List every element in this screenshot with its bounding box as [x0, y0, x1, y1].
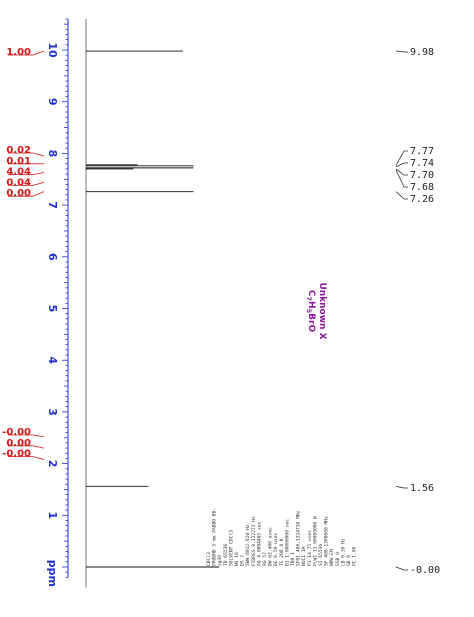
ppm-axis-label: ppm: [46, 560, 59, 587]
parameter-line: PROBHD 5 mm PABBO BB-: [212, 508, 218, 566]
parameter-line: zg30: [217, 555, 223, 566]
compound-label: Unknown X C7H5BrO: [305, 282, 327, 339]
ppm-tick-label: 5: [46, 305, 59, 313]
parameter-line: NUC1 1H: [301, 546, 307, 566]
peak-shift-label: 7.74: [410, 158, 434, 169]
parameter-line: FIDRES 0.122272 Hz: [251, 516, 257, 566]
shift-leader: [395, 50, 408, 53]
parameter-line: PLW1 13.00000000 W: [312, 516, 318, 566]
compound-formula: C7H5BrO: [305, 290, 316, 333]
integral-labels: 1.000.020.014.040.040.00-0.000.00-0.00: [2, 47, 45, 460]
ppm-tick-label: 9: [46, 98, 59, 106]
parameter-line: SOLVENT CDCl3: [228, 530, 234, 566]
compound-name: Unknown X: [317, 282, 327, 339]
parameter-line: TD 65536: [223, 544, 229, 566]
integral-value: -0.00: [2, 427, 31, 438]
ppm-tick-label: 3: [46, 408, 59, 416]
parameter-line: SI 65536: [318, 544, 324, 566]
ppm-tick-label: 6: [46, 253, 59, 261]
parameter-line: WDW EM: [329, 549, 335, 566]
ppm-tick-label: 10: [46, 42, 59, 58]
ppm-tick-label: 2: [46, 460, 59, 468]
ppm-tick-label: 8: [46, 150, 59, 158]
spectrum-peaks: [86, 50, 220, 568]
ppm-axis: 10 9 8 7 6 5 4 3 2 1 ppm: [46, 18, 87, 588]
shift-leader: [395, 169, 408, 188]
integral-value: -0.00: [2, 449, 31, 460]
parameter-line: LB 0.30 Hz: [340, 538, 346, 566]
shift-leader: [395, 566, 408, 571]
peak-shift-label: -0.00: [410, 565, 440, 576]
parameter-line: DE 6.50 usec: [273, 533, 279, 566]
ppm-tick-label: 1: [46, 511, 59, 519]
integral-leader: [8, 191, 45, 197]
parameter-line: AQ 4.0894465 sec: [256, 522, 262, 566]
acquisition-parameters: CDCl3 PROBHD 5 mm PABBO BB-zg30 TD 65536 SO…: [206, 508, 358, 566]
parameter-line: TE 298.0 K: [279, 538, 285, 566]
parameter-line: P1 14.75 usec: [307, 530, 313, 566]
integral-value: 0.01: [6, 156, 31, 167]
shift-leader: [395, 191, 408, 200]
integral-value: 0.00: [6, 438, 31, 449]
peak-shift-label: 7.77: [410, 146, 434, 157]
integral-leader: [8, 445, 45, 449]
integral-leader: [8, 434, 45, 438]
ppm-tick-label: 7: [46, 201, 59, 209]
integral-value: 4.04: [6, 167, 31, 178]
integral-leader: [8, 152, 45, 157]
parameter-line: DW 62.400 usec: [268, 527, 274, 566]
parameter-line: PC 1.00: [352, 546, 358, 566]
parameter-line: SFO1 400.1324710 MHz: [296, 510, 302, 566]
parameter-line: SWH 8012.820 Hz: [245, 524, 251, 566]
shift-leader: [395, 162, 408, 168]
parameter-line: GB 0: [346, 555, 352, 566]
parameter-line: NS 16: [234, 552, 240, 566]
integral-leader: [8, 50, 45, 56]
integral-leader: [8, 181, 45, 186]
shift-leader: [395, 150, 408, 166]
parameter-line: TD0 1: [290, 552, 296, 566]
integral-leader: [8, 172, 45, 175]
integral-value: 0.02: [6, 145, 31, 156]
peak-shift-label: 7.70: [410, 170, 434, 181]
peak-shift-label: 9.98: [410, 47, 434, 58]
integral-value: 0.00: [6, 188, 31, 199]
integral-leader: [8, 456, 45, 460]
peak-shift-label: 7.68: [410, 182, 434, 193]
peak-shift-label: 1.56: [410, 483, 434, 494]
shift-leader: [395, 168, 408, 176]
parameter-line: D1 1.00000000 sec: [284, 519, 290, 566]
parameter-line: DS 2: [240, 555, 246, 566]
shift-leader: [395, 486, 408, 489]
peak-shift-labels: 9.98 7.777.747.707.687.26 1.56 -0.00: [395, 47, 440, 576]
parameter-line: SSB 0: [335, 552, 341, 566]
integral-value: 0.04: [6, 177, 31, 188]
parameter-line: RG 57: [262, 552, 268, 566]
integral-value: 1.00: [6, 47, 31, 58]
peak-shift-label: 7.26: [410, 194, 434, 205]
parameter-line: CDCl3: [206, 552, 212, 566]
ppm-tick-label: 4: [46, 356, 59, 364]
parameter-line: SF 400.1300000 MHz: [324, 516, 330, 566]
